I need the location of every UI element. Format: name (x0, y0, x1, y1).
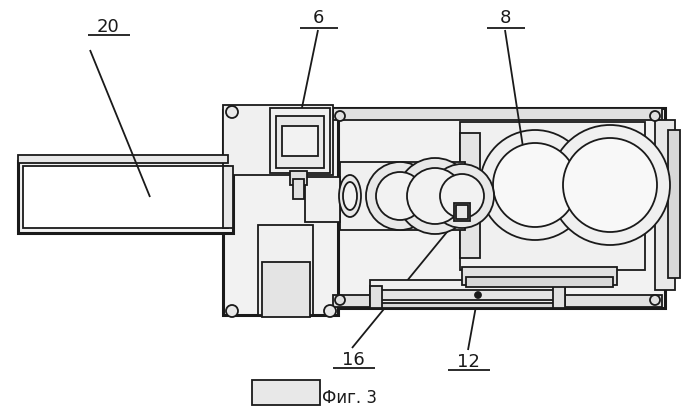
Circle shape (493, 143, 577, 227)
Bar (340, 162, 465, 230)
Circle shape (407, 168, 463, 224)
Text: 8: 8 (499, 9, 511, 27)
Text: 12: 12 (456, 353, 480, 371)
Bar (462, 267, 617, 285)
Circle shape (563, 138, 657, 232)
Circle shape (650, 295, 660, 305)
Bar (282, 126, 318, 156)
Ellipse shape (343, 182, 357, 210)
Ellipse shape (339, 175, 361, 217)
Circle shape (226, 106, 238, 118)
Bar (374, 290, 561, 300)
Circle shape (430, 164, 494, 228)
Bar (262, 262, 310, 317)
Bar (293, 179, 304, 199)
Bar (460, 133, 480, 258)
Bar (466, 277, 613, 287)
Bar (305, 177, 340, 222)
Bar (668, 130, 680, 278)
Circle shape (366, 162, 434, 230)
Bar (290, 171, 307, 185)
Circle shape (226, 305, 238, 317)
Bar (18, 155, 228, 163)
Bar (370, 286, 382, 308)
Text: Фиг. 3: Фиг. 3 (322, 389, 377, 407)
Circle shape (550, 125, 670, 245)
Text: 20: 20 (96, 18, 120, 36)
Bar (252, 380, 320, 405)
Bar (258, 225, 313, 315)
Bar (333, 295, 662, 307)
Bar (18, 161, 233, 233)
Circle shape (440, 174, 484, 218)
Bar (655, 120, 675, 290)
Bar (330, 108, 665, 308)
Circle shape (335, 111, 345, 121)
Circle shape (376, 172, 424, 220)
Bar (223, 166, 233, 228)
Bar (456, 205, 468, 219)
Bar (553, 286, 565, 308)
Circle shape (335, 295, 345, 305)
Circle shape (480, 130, 590, 240)
Bar (333, 108, 662, 120)
Bar (454, 203, 470, 221)
Text: 6: 6 (312, 9, 324, 27)
Bar (223, 105, 333, 175)
Circle shape (324, 305, 336, 317)
Text: 16: 16 (342, 351, 364, 369)
Bar (270, 108, 330, 173)
Circle shape (397, 158, 473, 234)
Circle shape (475, 292, 482, 299)
Bar (370, 280, 565, 306)
Bar (374, 303, 561, 308)
Bar (460, 122, 645, 270)
Bar (276, 116, 324, 168)
Bar (23, 166, 228, 228)
Circle shape (650, 111, 660, 121)
Bar (223, 110, 338, 315)
